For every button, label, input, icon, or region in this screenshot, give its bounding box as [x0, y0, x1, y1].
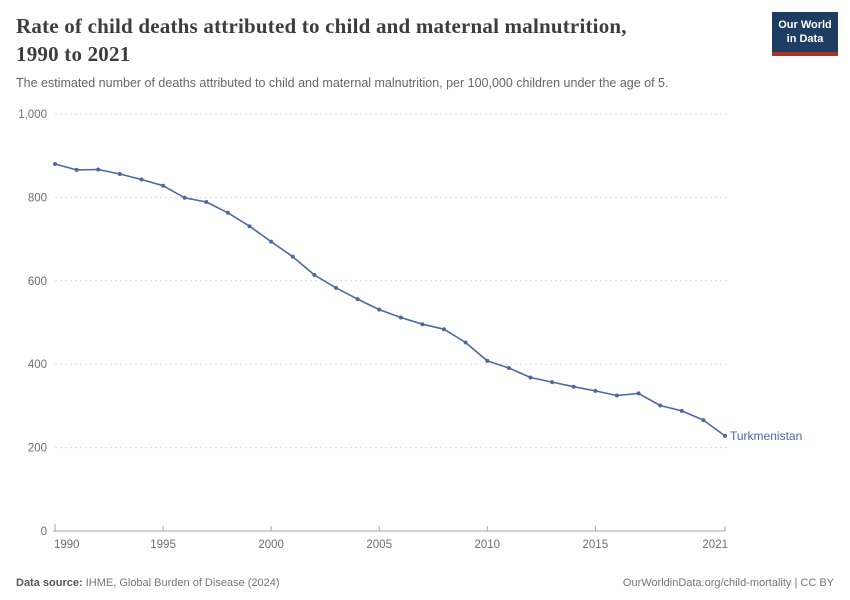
data-point[interactable] [377, 307, 382, 312]
data-point[interactable] [614, 393, 619, 398]
data-point[interactable] [723, 433, 727, 438]
data-point[interactable] [528, 375, 533, 380]
y-tick-label: 200 [28, 443, 47, 455]
turkmenistan-line[interactable] [54, 163, 726, 437]
title-line2: 1990 to 2021 [16, 42, 131, 67]
data-point[interactable] [571, 384, 576, 389]
y-tick-label: 800 [28, 192, 47, 204]
data-point[interactable] [550, 380, 555, 385]
data-point[interactable] [312, 273, 317, 277]
data-point[interactable] [636, 391, 641, 396]
x-tick-label: 2021 [702, 539, 728, 551]
data-source-value[interactable]: IHME, Global Burden of Disease (2024) [85, 577, 280, 589]
x-tick-label: 2000 [258, 539, 284, 551]
data-point[interactable] [53, 162, 57, 166]
x-tick-label: 2005 [366, 539, 392, 551]
owid-logo-line1: Our World [778, 19, 832, 31]
data-point[interactable] [269, 239, 274, 244]
data-point[interactable] [701, 418, 706, 423]
data-point[interactable] [182, 195, 187, 200]
credit-link[interactable]: OurWorldinData.org/child-mortality | CC … [622, 577, 834, 589]
data-point[interactable] [74, 167, 79, 172]
data-point[interactable] [420, 322, 425, 327]
data-point[interactable] [247, 224, 252, 229]
data-point[interactable] [204, 200, 209, 204]
x-tick-label: 1995 [150, 539, 176, 551]
y-tick-label: 1,000 [18, 109, 47, 121]
owid-logo[interactable]: Our World in Data [772, 12, 838, 56]
x-tick-label: 1990 [54, 539, 80, 551]
x-tick-label: 2010 [474, 539, 500, 551]
data-point[interactable] [117, 172, 122, 176]
x-tick-label: 2015 [583, 539, 609, 551]
data-point[interactable] [334, 285, 338, 290]
data-point[interactable] [593, 388, 598, 393]
owid-logo-line2: in Data [786, 33, 824, 46]
entity-label[interactable]: Turkmenistan [730, 428, 803, 443]
data-point[interactable] [290, 254, 295, 259]
y-tick-label: 400 [28, 359, 47, 371]
data-point[interactable] [96, 167, 101, 172]
data-source: Data source: IHME, Global Burden of Dise… [16, 577, 280, 589]
data-point[interactable] [398, 315, 403, 320]
data-point[interactable] [225, 210, 230, 215]
data-source-label: Data source: [16, 577, 83, 589]
data-point[interactable] [139, 177, 144, 182]
data-point[interactable] [442, 327, 446, 332]
data-point[interactable] [485, 358, 490, 363]
data-point[interactable] [161, 183, 166, 188]
y-tick-label: 600 [28, 276, 47, 288]
footer: Data source: IHME, Global Burden of Dise… [16, 577, 834, 589]
data-point[interactable] [506, 366, 511, 370]
data-point[interactable] [355, 297, 360, 302]
title-line1: Rate of child deaths attributed to child… [16, 14, 627, 38]
data-point[interactable] [658, 403, 663, 408]
data-point[interactable] [463, 340, 468, 345]
data-point[interactable] [679, 408, 684, 413]
page-title: Rate of child deaths attributed to child… [16, 12, 736, 69]
y-tick-label: 0 [41, 526, 47, 538]
chart-subtitle: The estimated number of deaths attribute… [16, 76, 669, 90]
